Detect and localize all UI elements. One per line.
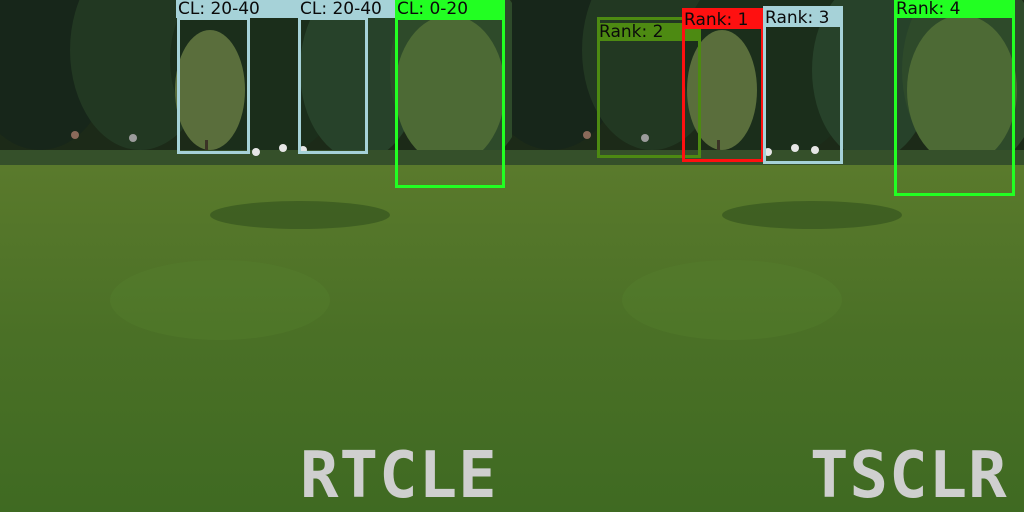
detection-label: CL: 0-20	[395, 0, 505, 18]
detection-label: Rank: 4	[894, 0, 1015, 18]
detection-label: Rank: 3	[763, 9, 843, 27]
panel-rtcle: CL: 20-40 CL: 20-40 CL: 0-20 RTCLE	[0, 0, 512, 512]
detection-box	[682, 8, 764, 162]
detection-box	[597, 17, 701, 158]
method-label: RTCLE	[300, 439, 498, 512]
detection-box	[894, 14, 1015, 196]
detection-label: Rank: 1	[682, 11, 764, 29]
method-label: TSCLR	[810, 439, 1008, 512]
detection-box	[395, 17, 505, 188]
detection-box	[298, 17, 368, 154]
detection-label: CL: 20-40	[176, 0, 298, 18]
detection-label: CL: 20-40	[298, 0, 396, 18]
detection-box	[763, 6, 843, 164]
panel-tsclr: Rank: 2 Rank: 1 Rank: 3 Rank: 4 TSCLR	[512, 0, 1024, 512]
detection-label: Rank: 2	[597, 23, 701, 41]
park-scene-left	[0, 0, 512, 512]
detection-box	[177, 17, 250, 154]
